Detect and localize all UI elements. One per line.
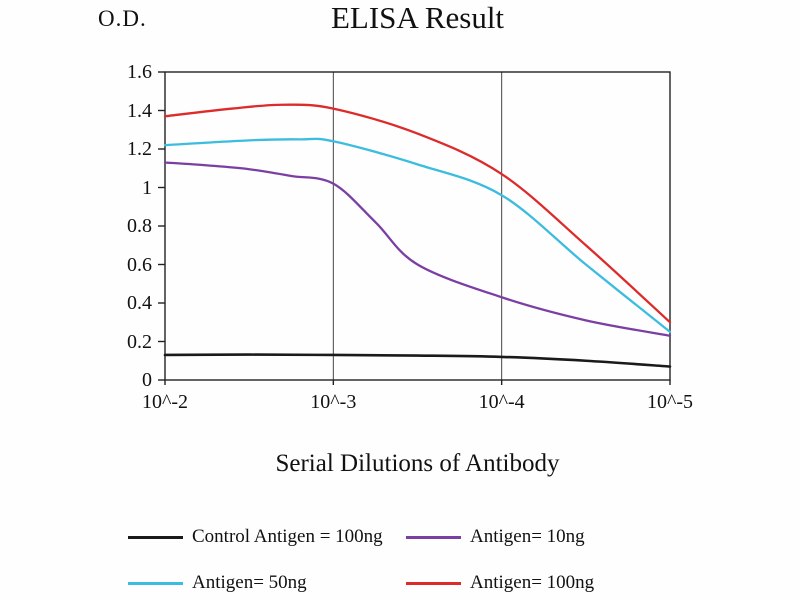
series-line — [163, 137, 672, 334]
series-line — [163, 103, 672, 324]
legend-line-swatch — [128, 535, 183, 539]
series-line — [163, 161, 672, 337]
y-tick-label: 0.6 — [127, 253, 152, 276]
x-tick-label: 10^-5 — [646, 391, 694, 413]
y-tick-label: 1.4 — [127, 99, 152, 122]
legend: Control Antigen = 100ng Antigen= 10ng Anti… — [128, 526, 684, 594]
legend-item: Control Antigen = 100ng — [128, 526, 406, 548]
legend-label: Antigen= 50ng — [192, 572, 307, 593]
x-axis-title: Serial Dilutions of Antibody — [275, 450, 560, 477]
y-tick-label: 1.6 — [127, 61, 152, 83]
x-tick-label: 10^-2 — [141, 391, 189, 413]
legend-line-swatch — [406, 581, 461, 585]
legend-label: Control Antigen = 100ng — [192, 526, 383, 547]
y-tick-label: 1 — [142, 176, 152, 199]
legend-line-swatch — [406, 535, 461, 539]
legend-item: Antigen= 10ng — [406, 526, 684, 548]
legend-line-swatch — [128, 581, 183, 585]
y-tick-label: 0.2 — [127, 330, 152, 353]
plot-border — [164, 71, 671, 381]
legend-item: Antigen= 100ng — [406, 572, 684, 594]
x-tick-label: 10^-4 — [478, 391, 525, 413]
series-line — [163, 353, 672, 368]
chart-title: ELISA Result — [330, 0, 505, 35]
x-tick-label: 10^-3 — [310, 391, 357, 413]
y-tick-label: 0 — [142, 369, 152, 391]
y-tick-label: 0.8 — [127, 215, 152, 237]
y-axis-title: O.D. — [98, 6, 147, 31]
y-tick-label: 0.4 — [127, 292, 152, 314]
y-tick-label: 1.2 — [127, 138, 152, 160]
legend-item: Antigen= 50ng — [128, 572, 406, 594]
legend-label: Antigen= 100ng — [470, 572, 595, 593]
legend-label: Antigen= 10ng — [470, 526, 585, 547]
